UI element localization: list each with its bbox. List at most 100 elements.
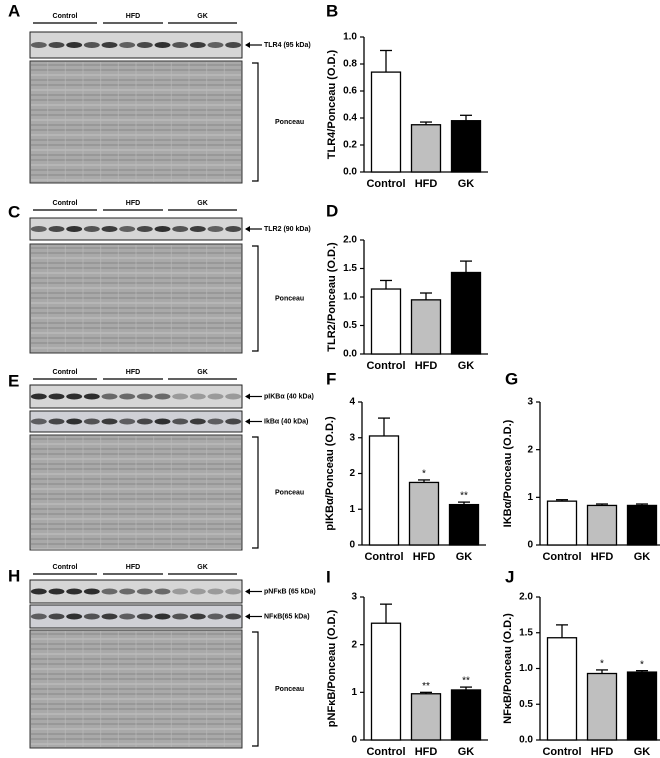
blot-band [136, 588, 153, 595]
y-tick-label: 0.0 [343, 349, 357, 360]
panel-label: B [326, 1, 338, 20]
y-tick-label: 0 [349, 540, 355, 551]
blot-band [136, 393, 153, 400]
y-axis-label: pNFκB/Ponceau (O.D.) [326, 609, 338, 727]
y-tick-label: 1.0 [519, 663, 533, 674]
bar [450, 689, 482, 741]
arrow-head [245, 393, 250, 400]
panel-label: C [8, 202, 20, 221]
blot-band [189, 393, 206, 400]
blot-band [225, 42, 242, 48]
blot-band [101, 42, 118, 48]
blot-band [172, 613, 189, 620]
y-tick-label: 1.0 [343, 32, 357, 43]
x-tick-label: HFD [415, 360, 438, 372]
bar [370, 288, 402, 355]
blot-band [189, 418, 206, 425]
blot-band [119, 226, 136, 232]
y-tick-label: 1.0 [343, 292, 357, 303]
y-tick-label: 0.8 [343, 59, 357, 70]
arrow-head [245, 613, 250, 620]
panel-label: I [326, 567, 331, 586]
stain-label: Ponceau [275, 686, 304, 693]
blot-band [189, 226, 206, 232]
band-label: TLR4 (95 kDa) [264, 42, 311, 49]
group-label: GK [197, 369, 208, 376]
band-label: NFκB(65 kDa) [264, 613, 310, 620]
arrow-head [245, 588, 250, 595]
blot-band [172, 226, 189, 232]
band-label: IkBα (40 kDa) [264, 418, 308, 425]
y-axis-label: NFκB/Ponceau (O.D.) [502, 613, 514, 724]
band-label: TLR2 (90 kDa) [264, 226, 311, 233]
bar [410, 693, 442, 741]
y-tick-label: 3 [349, 432, 355, 443]
bracket [252, 245, 259, 352]
blot-band [30, 393, 47, 400]
blot-band [83, 42, 100, 48]
blot-band [136, 42, 153, 48]
blot-band [225, 226, 242, 232]
significance: ** [422, 681, 430, 692]
blot-band [30, 226, 47, 232]
blot-band [101, 226, 118, 232]
panel-label: E [8, 371, 19, 390]
blot-band [83, 393, 100, 400]
blot-band [172, 588, 189, 595]
y-tick-label: 3 [527, 397, 533, 408]
bar [370, 622, 402, 741]
blot-band [101, 418, 118, 425]
y-tick-label: 0.5 [343, 320, 357, 331]
stain-label: Ponceau [275, 295, 304, 302]
blot-band [172, 42, 189, 48]
blot-band [154, 613, 171, 620]
bracket [252, 62, 259, 182]
bar [546, 500, 578, 546]
blot-band [66, 418, 83, 425]
blot-band [154, 393, 171, 400]
group-label: HFD [126, 13, 140, 20]
panel-label: G [505, 369, 518, 388]
significance: * [640, 659, 644, 670]
blot-band [66, 42, 83, 48]
blot-band [119, 613, 136, 620]
bracket [252, 631, 259, 747]
blot-band [225, 613, 242, 620]
panel-label: J [505, 567, 514, 586]
blot-band [83, 613, 100, 620]
group-label: GK [197, 200, 208, 207]
y-tick-label: 2.0 [519, 592, 533, 603]
blot-band [225, 588, 242, 595]
x-tick-label: Control [542, 746, 581, 758]
panel-label: H [8, 566, 20, 585]
y-tick-label: 0.4 [343, 113, 357, 124]
blot-strip [29, 31, 243, 59]
blot-band [136, 418, 153, 425]
blot-band [207, 393, 224, 400]
x-tick-label: GK [458, 360, 475, 372]
x-tick-label: HFD [415, 178, 438, 190]
blot-band [101, 613, 118, 620]
blot-strip [29, 579, 243, 604]
blot-band [48, 613, 65, 620]
blot-band [154, 418, 171, 425]
bar [448, 503, 480, 546]
blot-band [48, 418, 65, 425]
y-tick-label: 1 [349, 504, 355, 515]
group-label: HFD [126, 369, 140, 376]
blot-band [48, 588, 65, 595]
y-tick-label: 1.5 [343, 263, 357, 274]
panel-label: A [8, 1, 20, 20]
bar [626, 504, 658, 546]
blot-band [66, 393, 83, 400]
blot-band [30, 588, 47, 595]
bar [586, 504, 618, 546]
arrow-head [245, 418, 250, 425]
y-tick-label: 2 [527, 444, 533, 455]
blot-band [101, 393, 118, 400]
group-label: HFD [126, 200, 140, 207]
y-tick-label: 0 [351, 735, 357, 746]
bar [410, 299, 442, 355]
x-tick-label: Control [366, 746, 405, 758]
